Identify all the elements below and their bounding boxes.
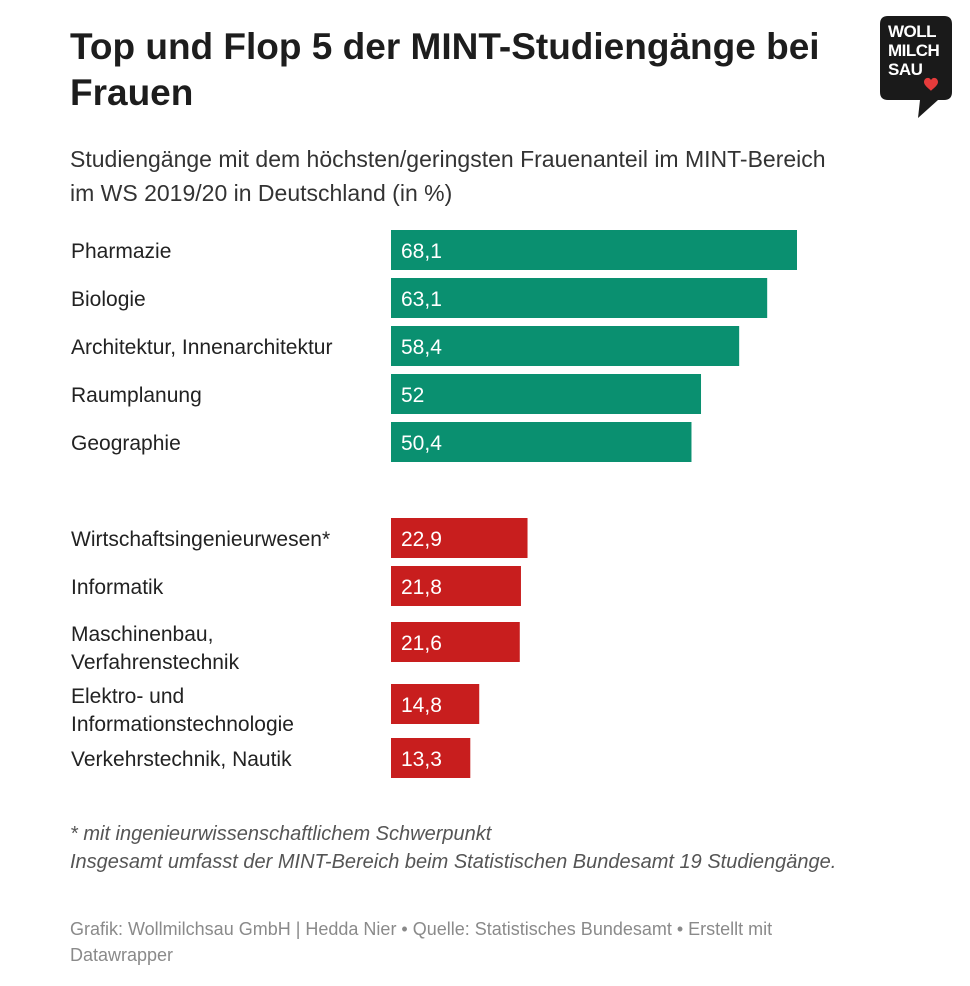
bar: [391, 278, 768, 318]
bar: [391, 738, 471, 778]
category-label: Verkehrstechnik, Nautik: [71, 748, 292, 771]
bar: [391, 518, 528, 558]
bar: [391, 566, 521, 606]
bar: [391, 422, 692, 462]
value-label: 22,9: [401, 528, 442, 551]
footnote-asterisk: * mit ingenieurwissenschaftlichem Schwer…: [70, 823, 492, 845]
logo-line: WOLL: [888, 22, 937, 41]
heart-icon: [924, 77, 938, 91]
brand-logo: WOLL MILCH SAU: [880, 16, 952, 120]
bar: [391, 684, 480, 724]
value-label: 63,1: [401, 288, 442, 311]
chart-subtitle: Studiengänge mit dem höchsten/geringsten…: [70, 146, 826, 206]
bar: [391, 374, 702, 414]
category-label: Maschinenbau, Verfahrenstechnik: [71, 623, 240, 674]
value-label: 21,6: [401, 632, 442, 655]
logo-line: SAU: [888, 60, 923, 79]
value-label: 52: [401, 384, 424, 407]
category-label: Geographie: [71, 432, 181, 455]
value-label: 21,8: [401, 576, 442, 599]
value-label: 68,1: [401, 240, 442, 263]
speech-bubble-icon: [880, 16, 952, 118]
bar: [391, 230, 797, 270]
category-label: Architektur, Innenarchitektur: [71, 336, 332, 359]
source-line: Grafik: Wollmilchsau GmbH | Hedda Nier •…: [70, 919, 773, 965]
category-label: Elektro- und Informationstechnologie: [71, 685, 294, 736]
value-label: 13,3: [401, 748, 442, 771]
value-label: 14,8: [401, 694, 442, 717]
category-label: Raumplanung: [71, 384, 202, 407]
logo-text: WOLL MILCH SAU: [888, 22, 948, 79]
category-label: Informatik: [71, 576, 164, 599]
logo-line: MILCH: [888, 41, 940, 60]
chart-title: Top und Flop 5 der MINT-Studiengänge bei…: [70, 26, 820, 113]
bar: [391, 622, 520, 662]
value-label: 50,4: [401, 432, 442, 455]
bar: [391, 326, 740, 366]
category-label: Pharmazie: [71, 240, 171, 263]
value-label: 58,4: [401, 336, 442, 359]
footnote-total: Insgesamt umfasst der MINT-Bereich beim …: [70, 851, 837, 873]
category-label: Wirtschaftsingenieurwesen*: [71, 528, 330, 551]
footnotes: * mit ingenieurwissenschaftlichem Schwer…: [70, 820, 870, 876]
category-label: Biologie: [71, 288, 146, 311]
